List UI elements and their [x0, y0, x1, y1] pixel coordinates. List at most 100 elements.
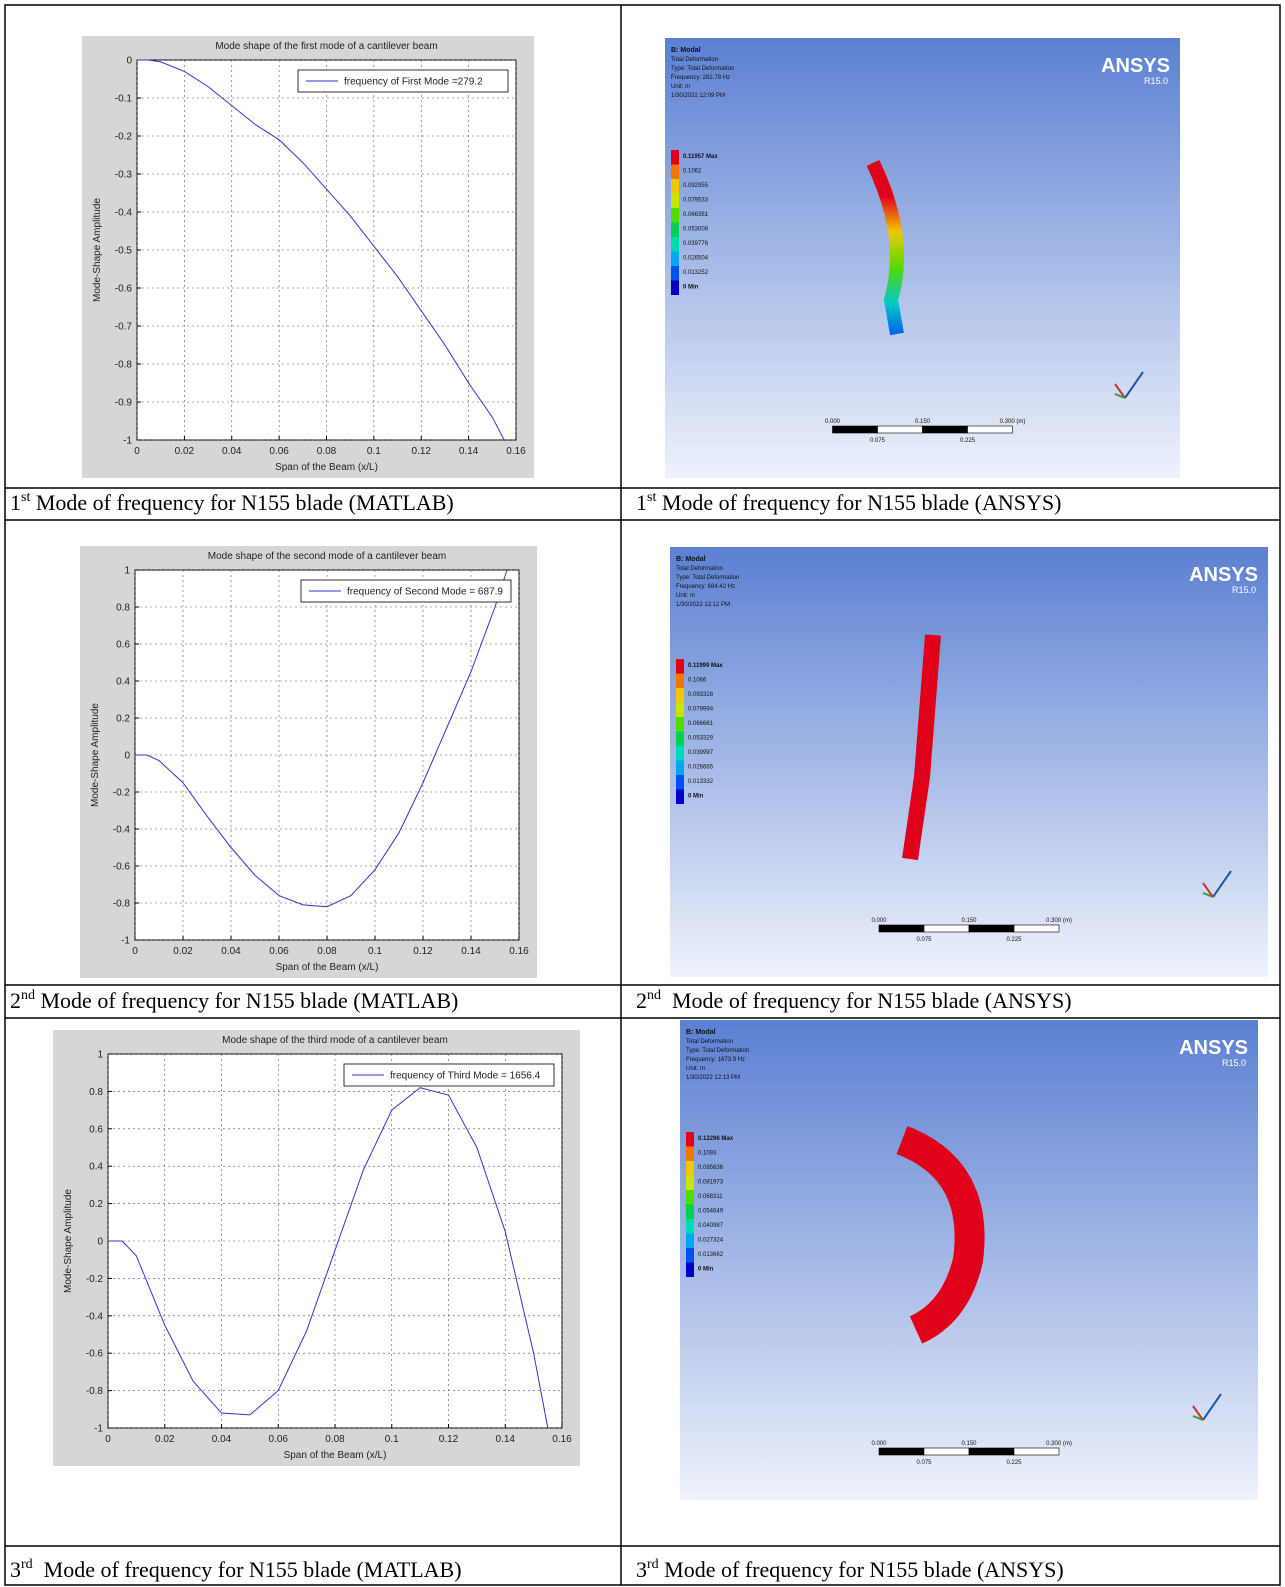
- scale-label: 0.000: [871, 918, 887, 924]
- ansys-header-line: Unit: m: [676, 593, 695, 599]
- x-tick-label: 0.02: [175, 446, 195, 457]
- scale-segment: [924, 925, 969, 932]
- x-tick-label: 0.08: [317, 946, 337, 957]
- legend-color: [686, 1248, 694, 1263]
- legend-color: [671, 266, 679, 281]
- legend-color: [671, 150, 679, 165]
- x-axis-label: Span of the Beam (x/L): [276, 962, 379, 973]
- legend-color: [686, 1190, 694, 1205]
- scale-segment: [923, 426, 968, 433]
- ansys-header-line: Total Deformation: [671, 57, 718, 63]
- legend-color: [686, 1161, 694, 1176]
- legend-value: 0 Min: [698, 1267, 714, 1273]
- scale-label: 0.075: [916, 1460, 932, 1466]
- scale-segment: [879, 925, 924, 932]
- legend-color: [686, 1205, 694, 1220]
- legend-color: [686, 1263, 694, 1278]
- y-tick-label: -0.8: [115, 360, 133, 371]
- ansys-header-line: 1/30/2022 12:09 PM: [671, 93, 725, 99]
- x-tick-label: 0.1: [385, 1434, 399, 1445]
- legend-value: 0.093328: [688, 692, 714, 698]
- legend-value: 0.054649: [698, 1209, 724, 1215]
- legend-value: 0.081973: [698, 1180, 724, 1186]
- ansys-version: R15.0: [1222, 1058, 1246, 1068]
- ansys-header-line: B: Modal: [671, 47, 701, 54]
- page: Mode shape of the first mode of a cantil…: [0, 0, 1285, 1587]
- legend-value: 0.079994: [688, 707, 714, 713]
- y-tick-label: -0.7: [115, 322, 133, 333]
- x-tick-label: 0: [132, 946, 138, 957]
- scale-label: 0.075: [916, 937, 932, 943]
- x-tick-label: 0: [105, 1434, 111, 1445]
- y-tick-label: 0.6: [116, 640, 130, 651]
- y-tick-label: 0: [124, 751, 130, 762]
- legend-value: 0.11999 Max: [688, 663, 723, 669]
- legend-value: 0.1062: [683, 169, 702, 175]
- ansys-version: R15.0: [1144, 76, 1168, 86]
- legend-color: [671, 179, 679, 194]
- y-tick-label: -0.2: [113, 788, 131, 799]
- y-tick-label: -0.6: [86, 1349, 104, 1360]
- x-axis-label: Span of the Beam (x/L): [275, 462, 378, 473]
- legend-value: 0.12296 Max: [698, 1136, 734, 1142]
- legend-value: 0.066661: [688, 721, 714, 727]
- ansys-header-line: Total Deformation: [686, 1039, 733, 1045]
- ansys-header-line: Unit: m: [686, 1066, 705, 1072]
- x-axis-label: Span of the Beam (x/L): [284, 1450, 387, 1461]
- scale-segment: [969, 925, 1014, 932]
- y-tick-label: 0.8: [116, 603, 130, 614]
- y-tick-label: -0.4: [113, 825, 131, 836]
- x-tick-label: 0.16: [509, 946, 529, 957]
- x-tick-label: 0.06: [269, 1434, 289, 1445]
- caption-ordinal: 3: [10, 1557, 21, 1582]
- legend-color: [676, 674, 684, 689]
- ansys-header-line: Total Deformation: [676, 566, 723, 572]
- scale-segment: [968, 426, 1013, 433]
- legend-color: [676, 732, 684, 747]
- y-tick-label: -1: [94, 1424, 103, 1435]
- scale-label: 0.150: [961, 918, 977, 924]
- legend-color: [671, 237, 679, 252]
- caption: 2nd Mode of frequency for N155 blade (MA…: [10, 988, 458, 1013]
- legend-color: [671, 281, 679, 296]
- legend-value: 0.1066: [688, 678, 707, 684]
- x-tick-label: 0.1: [367, 446, 381, 457]
- legend-value: 0.027324: [698, 1238, 724, 1244]
- y-tick-label: 0.4: [116, 677, 130, 688]
- scale-label: 0.000: [825, 419, 841, 425]
- x-tick-label: 0.04: [222, 446, 242, 457]
- caption-suffix: st: [647, 490, 656, 505]
- y-tick-label: -0.2: [115, 132, 133, 143]
- legend-value: 0 Min: [688, 794, 704, 800]
- legend-label: frequency of Third Mode = 1656.4: [390, 1071, 541, 1082]
- ansys-header-line: Unit: m: [671, 84, 690, 90]
- legend-color: [676, 717, 684, 732]
- legend-value: 0.11957 Max: [683, 154, 718, 160]
- x-tick-label: 0: [134, 446, 140, 457]
- y-tick-label: 1: [97, 1050, 103, 1061]
- legend-value: 0.066381: [683, 212, 709, 218]
- ansys-header-line: 1/30/2022 12:12 PM: [676, 602, 730, 608]
- y-tick-label: 0.4: [89, 1162, 103, 1173]
- scale-label: 0.150: [915, 419, 931, 425]
- caption-text: Mode of frequency for N155 blade (ANSYS): [661, 988, 1072, 1013]
- x-tick-label: 0.08: [317, 446, 337, 457]
- x-tick-label: 0.16: [552, 1434, 572, 1445]
- legend-value: 0.013252: [683, 270, 709, 276]
- y-tick-label: -0.8: [113, 899, 131, 910]
- y-tick-label: -1: [121, 936, 130, 947]
- legend-color: [676, 790, 684, 805]
- caption-ordinal: 2: [10, 988, 21, 1013]
- y-tick-label: -0.4: [115, 208, 133, 219]
- ansys-version: R15.0: [1232, 585, 1256, 595]
- x-tick-label: 0.06: [269, 446, 289, 457]
- x-tick-label: 0.1: [368, 946, 382, 957]
- x-tick-label: 0.14: [461, 946, 481, 957]
- chart-title: Mode shape of the third mode of a cantil…: [222, 1035, 448, 1046]
- x-tick-label: 0.04: [212, 1434, 232, 1445]
- ansys-logo: ANSYS: [1189, 564, 1258, 586]
- caption-ordinal: 2: [636, 988, 647, 1013]
- y-tick-label: -0.8: [86, 1386, 104, 1397]
- legend-value: 0.026504: [683, 256, 709, 262]
- y-tick-label: -0.6: [113, 862, 131, 873]
